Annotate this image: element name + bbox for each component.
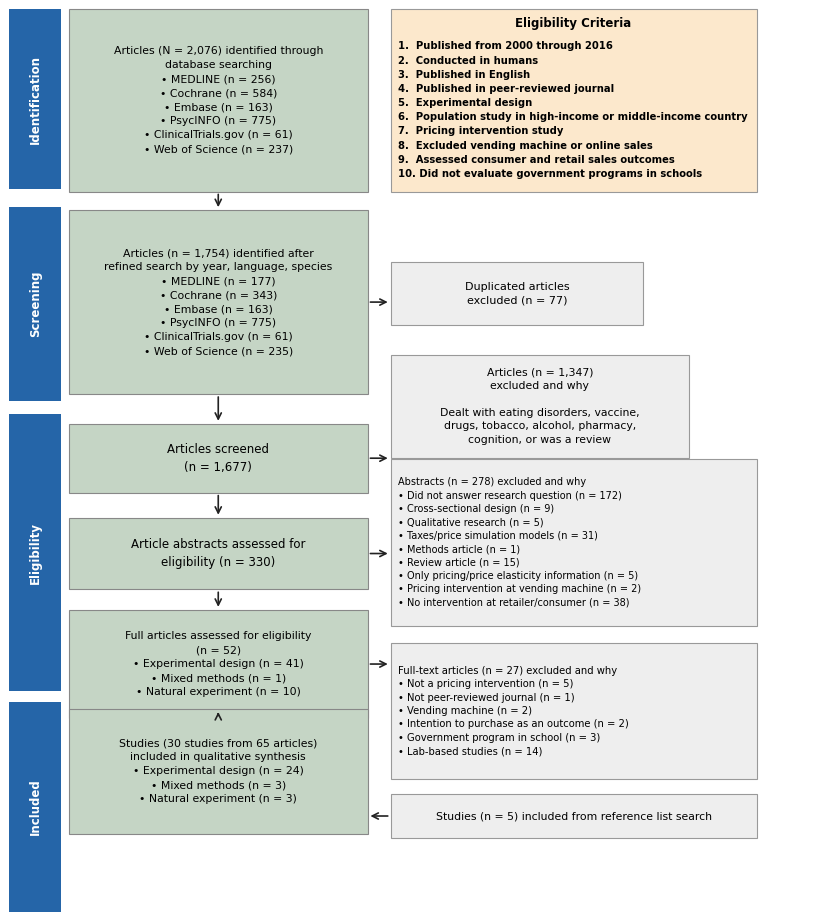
Text: 1.  Published from 2000 through 2016
2.  Conducted in humans
3.  Published in En: 1. Published from 2000 through 2016 2. C… — [398, 41, 748, 179]
Text: Full articles assessed for eligibility
(n = 52)
• Experimental design (n = 41)
•: Full articles assessed for eligibility (… — [125, 631, 311, 697]
FancyBboxPatch shape — [9, 702, 61, 912]
FancyBboxPatch shape — [390, 459, 757, 626]
Text: Article abstracts assessed for
eligibility (n = 330): Article abstracts assessed for eligibili… — [131, 538, 306, 569]
FancyBboxPatch shape — [9, 414, 61, 691]
FancyBboxPatch shape — [390, 355, 689, 458]
FancyBboxPatch shape — [9, 207, 61, 401]
Text: Studies (n = 5) included from reference list search: Studies (n = 5) included from reference … — [436, 811, 711, 821]
Text: Articles (N = 2,076) identified through
database searching
• MEDLINE (n = 256)
•: Articles (N = 2,076) identified through … — [114, 46, 323, 155]
FancyBboxPatch shape — [390, 262, 643, 325]
FancyBboxPatch shape — [390, 9, 757, 192]
Text: Eligibility: Eligibility — [28, 521, 41, 584]
Text: Eligibility Criteria: Eligibility Criteria — [515, 17, 632, 29]
FancyBboxPatch shape — [9, 9, 61, 189]
FancyBboxPatch shape — [69, 610, 367, 718]
Text: Articles screened
(n = 1,677): Articles screened (n = 1,677) — [167, 443, 269, 473]
FancyBboxPatch shape — [69, 424, 367, 493]
Text: Abstracts (n = 278) excluded and why
• Did not answer research question (n = 172: Abstracts (n = 278) excluded and why • D… — [398, 477, 641, 608]
FancyBboxPatch shape — [69, 9, 367, 192]
Text: Screening: Screening — [28, 271, 41, 337]
FancyBboxPatch shape — [69, 210, 367, 394]
Text: Included: Included — [28, 778, 41, 835]
Text: Articles (n = 1,347)
excluded and why

Dealt with eating disorders, vaccine,
dru: Articles (n = 1,347) excluded and why De… — [440, 367, 640, 445]
Text: Articles (n = 1,754) identified after
refined search by year, language, species
: Articles (n = 1,754) identified after re… — [104, 248, 333, 356]
FancyBboxPatch shape — [390, 794, 757, 838]
FancyBboxPatch shape — [69, 709, 367, 834]
Text: Identification: Identification — [28, 54, 41, 144]
Text: Duplicated articles
excluded (n = 77): Duplicated articles excluded (n = 77) — [464, 282, 569, 306]
Text: Studies (30 studies from 65 articles)
included in qualitative synthesis
• Experi: Studies (30 studies from 65 articles) in… — [119, 739, 317, 804]
FancyBboxPatch shape — [69, 518, 367, 589]
FancyBboxPatch shape — [390, 643, 757, 779]
Text: Full-text articles (n = 27) excluded and why
• Not a pricing intervention (n = 5: Full-text articles (n = 27) excluded and… — [398, 666, 629, 756]
